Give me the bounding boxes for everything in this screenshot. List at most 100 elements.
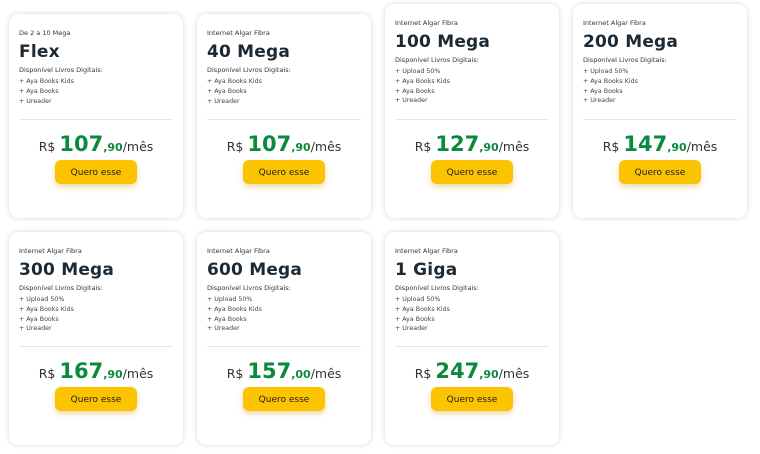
price-period: /mês	[498, 139, 530, 154]
benefit-item: + Ureader	[395, 97, 428, 105]
price-section: R$ 107,90/mês Quero esse	[19, 119, 173, 218]
price-integer: 107	[247, 132, 292, 156]
price-section: R$ 107,90/mês Quero esse	[207, 119, 361, 218]
choose-plan-button[interactable]: Quero esse	[243, 160, 325, 184]
benefit-item: + Ureader	[19, 325, 52, 333]
plan-subtitle: De 2 a 10 Mega	[19, 29, 71, 37]
plan-title: 600 Mega	[207, 260, 303, 280]
price-currency: R$	[226, 139, 244, 154]
plan-subtitle: Internet Algar Fibra	[395, 19, 458, 27]
plan-title: 300 Mega	[19, 260, 115, 280]
price: R$ 157,00/mês	[207, 359, 361, 383]
plan-title: Flex	[19, 42, 60, 62]
plan-card: Internet Algar Fibra 40 Mega Disponível Li…	[197, 14, 371, 218]
price-integer: 157	[247, 359, 292, 383]
price-cents: ,90	[103, 141, 123, 154]
price-cents: ,90	[291, 141, 311, 154]
price-cents: ,90	[103, 368, 123, 381]
plan-subtitle: Internet Algar Fibra	[19, 247, 82, 255]
available-label: Disponível Livros Digitais:	[395, 284, 479, 292]
benefit-item: + Upload 50%	[395, 296, 441, 303]
benefit-item: + Aya Books Kids	[207, 78, 262, 85]
choose-plan-button[interactable]: Quero esse	[55, 387, 137, 411]
price-section: R$ 157,00/mês Quero esse	[207, 346, 361, 445]
available-label: Disponível Livros Digitais:	[19, 66, 103, 74]
price-integer: 247	[435, 359, 480, 383]
benefit-item: + Aya Books	[19, 315, 59, 323]
plan-subtitle: Internet Algar Fibra	[583, 19, 646, 27]
benefit-item: + Ureader	[395, 325, 428, 333]
price-cents: ,00	[291, 368, 311, 381]
price: R$ 247,90/mês	[395, 359, 549, 383]
price-period: /mês	[310, 139, 342, 154]
benefit-item: + Aya Books Kids	[207, 305, 262, 313]
price-integer: 107	[59, 132, 104, 156]
price-currency: R$	[38, 366, 56, 381]
benefit-item: + Aya Books Kids	[395, 77, 450, 85]
available-label: Disponível Livros Digitais:	[207, 284, 291, 292]
price-cents: ,90	[667, 141, 687, 154]
benefit-item: + Ureader	[207, 325, 240, 333]
benefit-item: + Aya Books	[395, 315, 435, 323]
price-section: R$ 167,90/mês Quero esse	[19, 346, 173, 445]
price-section: R$ 147,90/mês Quero esse	[583, 119, 737, 218]
plan-subtitle: Internet Algar Fibra	[207, 29, 270, 37]
price-integer: 127	[435, 132, 480, 156]
plan-card: Internet Algar Fibra 1 Giga Disponível Liv…	[385, 232, 559, 445]
price-period: /mês	[498, 366, 530, 381]
benefit-item: + Aya Books	[207, 315, 247, 323]
price: R$ 147,90/mês	[583, 132, 737, 156]
price-period: /mês	[122, 366, 154, 381]
price-cents: ,90	[479, 368, 499, 381]
benefit-item: + Ureader	[207, 97, 240, 105]
choose-plan-button[interactable]: Quero esse	[619, 160, 701, 184]
plan-title: 40 Mega	[207, 42, 291, 62]
plan-card: De 2 a 10 Mega Flex Disponível Livros Digi…	[9, 14, 183, 218]
available-label: Disponível Livros Digitais:	[19, 284, 103, 292]
price-period: /mês	[310, 366, 342, 381]
benefit-item: + Upload 50%	[583, 68, 629, 75]
price-currency: R$	[226, 366, 244, 381]
price-currency: R$	[414, 366, 432, 381]
plan-subtitle: Internet Algar Fibra	[395, 247, 458, 255]
benefit-item: + Aya Books	[395, 87, 435, 95]
price-period: /mês	[686, 139, 718, 154]
price-section: R$ 127,90/mês Quero esse	[395, 119, 549, 218]
benefit-item: + Upload 50%	[207, 296, 253, 303]
price-currency: R$	[414, 139, 432, 154]
price-section: R$ 247,90/mês Quero esse	[395, 346, 549, 445]
benefit-item: + Aya Books Kids	[395, 305, 450, 313]
choose-plan-button[interactable]: Quero esse	[55, 160, 137, 184]
benefit-item: + Upload 50%	[395, 68, 441, 75]
benefit-item: + Aya Books Kids	[583, 77, 638, 85]
benefit-item: + Aya Books	[19, 87, 59, 95]
plan-card: Internet Algar Fibra 100 Mega Disponível L…	[385, 4, 559, 218]
price-period: /mês	[122, 139, 154, 154]
choose-plan-button[interactable]: Quero esse	[243, 387, 325, 411]
available-label: Disponível Livros Digitais:	[395, 56, 479, 64]
benefit-item: + Upload 50%	[19, 296, 65, 303]
benefit-item: + Aya Books Kids	[19, 305, 74, 313]
plan-subtitle: Internet Algar Fibra	[207, 247, 270, 255]
price-cents: ,90	[479, 141, 499, 154]
plan-title: 200 Mega	[583, 32, 679, 52]
choose-plan-button[interactable]: Quero esse	[431, 387, 513, 411]
price: R$ 107,90/mês	[19, 132, 173, 156]
plan-title: 100 Mega	[395, 32, 491, 52]
benefit-item: + Ureader	[583, 97, 616, 105]
benefit-item: + Aya Books Kids	[19, 78, 74, 85]
price-currency: R$	[602, 139, 620, 154]
available-label: Disponível Livros Digitais:	[207, 66, 291, 74]
price-integer: 147	[623, 132, 668, 156]
benefit-item: + Ureader	[19, 97, 52, 105]
plan-card: Internet Algar Fibra 600 Mega Disponível L…	[197, 232, 371, 445]
benefit-item: + Aya Books	[583, 87, 623, 95]
price: R$ 167,90/mês	[19, 359, 173, 383]
price-integer: 167	[59, 359, 104, 383]
plan-card: Internet Algar Fibra 200 Mega Disponível L…	[573, 4, 747, 218]
benefit-item: + Aya Books	[207, 87, 247, 95]
price: R$ 107,90/mês	[207, 132, 361, 156]
choose-plan-button[interactable]: Quero esse	[431, 160, 513, 184]
price: R$ 127,90/mês	[395, 132, 549, 156]
price-currency: R$	[38, 139, 56, 154]
